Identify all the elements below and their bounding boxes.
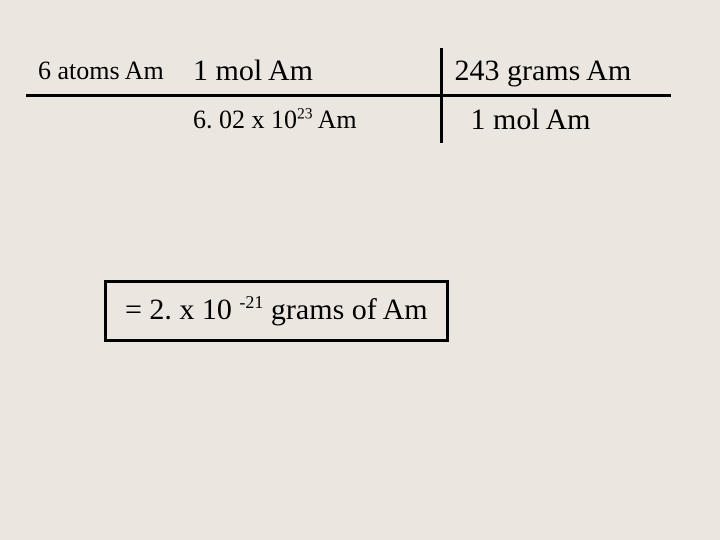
dimensional-analysis: 6 atoms Am 1 mol Am 243 grams Am 6. 02 x…	[26, 48, 671, 143]
start-quantity: 6 atoms Am	[26, 48, 181, 96]
result-suffix: grams of Am	[263, 293, 427, 326]
result-prefix: = 2. x 10	[125, 293, 239, 326]
conversion-table: 6 atoms Am 1 mol Am 243 grams Am 6. 02 x…	[26, 48, 671, 143]
empty-cell	[26, 96, 181, 144]
factor1-numerator: 1 mol Am	[181, 48, 441, 96]
factor2-denominator: 1 mol Am	[441, 96, 671, 144]
factor2-numerator: 243 grams Am	[441, 48, 671, 96]
result-exponent: -21	[239, 292, 263, 312]
result-box: = 2. x 10 -21 grams of Am	[104, 280, 449, 342]
factor1-denominator: 6. 02 x 1023 Am	[181, 96, 441, 144]
exponent-23: 23	[297, 105, 313, 122]
